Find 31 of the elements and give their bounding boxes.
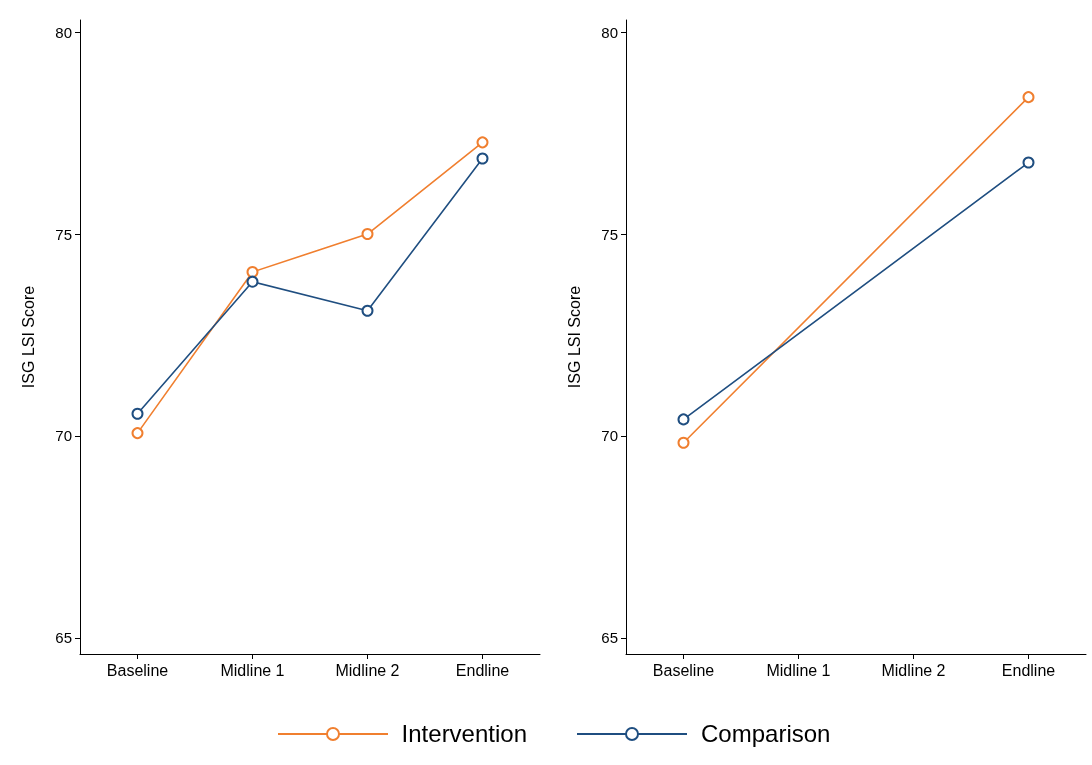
point [1022, 91, 1035, 104]
point [677, 413, 690, 426]
y-tick-label: 75 [55, 225, 72, 243]
legend-label: Intervention [401, 720, 528, 748]
point [476, 136, 489, 149]
point [476, 152, 489, 165]
y-tick-label: 70 [601, 427, 618, 445]
point [1022, 156, 1035, 169]
point [361, 304, 374, 317]
x-tick-label: Midline 1 [220, 661, 285, 679]
point [131, 407, 144, 420]
y-axis-title: ISG LSI Score [565, 285, 583, 389]
y-tick-label: 70 [55, 427, 72, 445]
x-tick-label: Midline 2 [335, 661, 400, 679]
point [246, 275, 259, 288]
point [131, 427, 144, 440]
x-tick-label: Baseline [652, 661, 715, 679]
y-tick-label: 75 [601, 225, 618, 243]
x-tick-label: Baseline [106, 661, 169, 679]
y-tick-label: 80 [601, 23, 618, 41]
point [361, 228, 374, 241]
x-tick-label: Midline 2 [881, 661, 946, 679]
point [677, 436, 690, 449]
y-tick-label: 65 [601, 629, 618, 647]
y-tick-label: 80 [55, 23, 72, 41]
x-tick-label: Midline 1 [766, 661, 831, 679]
x-tick-label: Endline [1001, 661, 1056, 679]
y-axis-title: ISG LSI Score [19, 285, 37, 389]
y-tick-label: 65 [55, 629, 72, 647]
x-tick-label: Endline [455, 661, 510, 679]
legend-label: Comparison [701, 720, 831, 748]
